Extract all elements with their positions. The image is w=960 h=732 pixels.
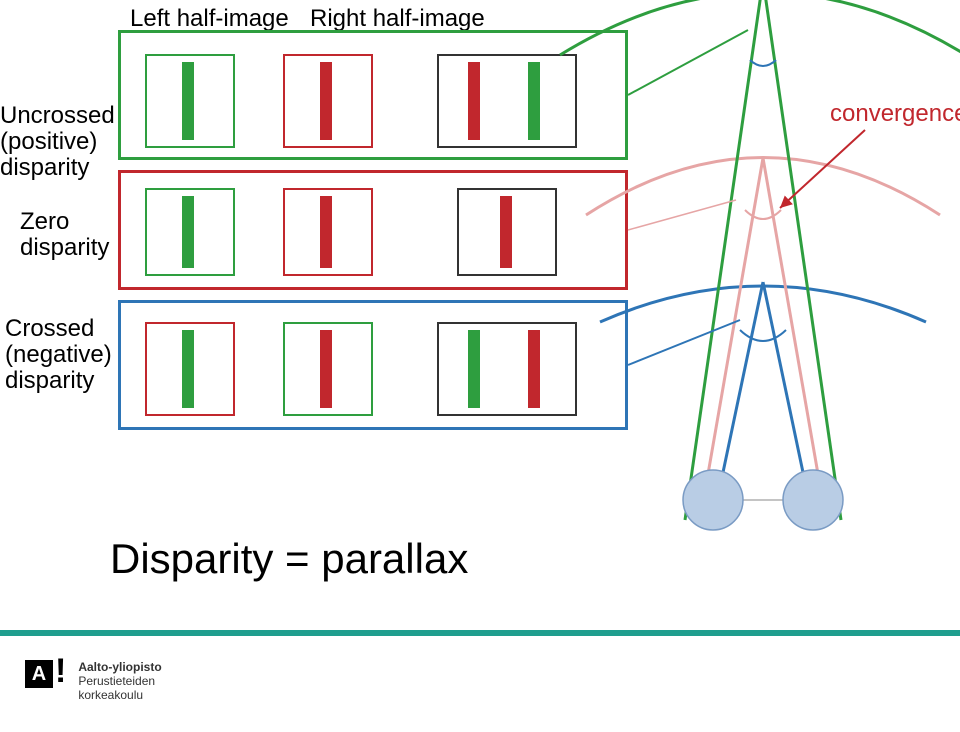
row-connector-1 xyxy=(628,200,736,230)
logo-line-1: Aalto-yliopisto xyxy=(78,660,161,674)
green-ray-0 xyxy=(685,0,763,520)
green-ray-1 xyxy=(763,0,841,520)
diagram-stage: Left half-image Right half-image Uncross… xyxy=(0,0,960,732)
logo-line-2: Perustieteiden xyxy=(78,674,161,688)
blue-arc xyxy=(600,286,926,322)
angle-mark-0 xyxy=(750,60,776,66)
row-connector-0 xyxy=(628,30,748,95)
row-connector-2 xyxy=(628,320,740,365)
convergence-arrow xyxy=(780,130,865,208)
logo-line-3: korkeakoulu xyxy=(78,688,161,702)
footer-rule xyxy=(0,630,960,636)
angle-mark-2 xyxy=(740,330,786,341)
aalto-logo-mark: A xyxy=(25,660,53,688)
aalto-logo: A ! Aalto-yliopisto Perustieteiden korke… xyxy=(25,660,162,702)
angle-mark-1 xyxy=(745,210,781,219)
aalto-logo-quote: ! xyxy=(55,660,66,682)
aalto-logo-text: Aalto-yliopisto Perustieteiden korkeakou… xyxy=(78,660,161,702)
eye-1 xyxy=(783,470,843,530)
geometry-overlay xyxy=(0,0,960,732)
eye-0 xyxy=(683,470,743,530)
disparity-title: Disparity = parallax xyxy=(110,535,468,583)
